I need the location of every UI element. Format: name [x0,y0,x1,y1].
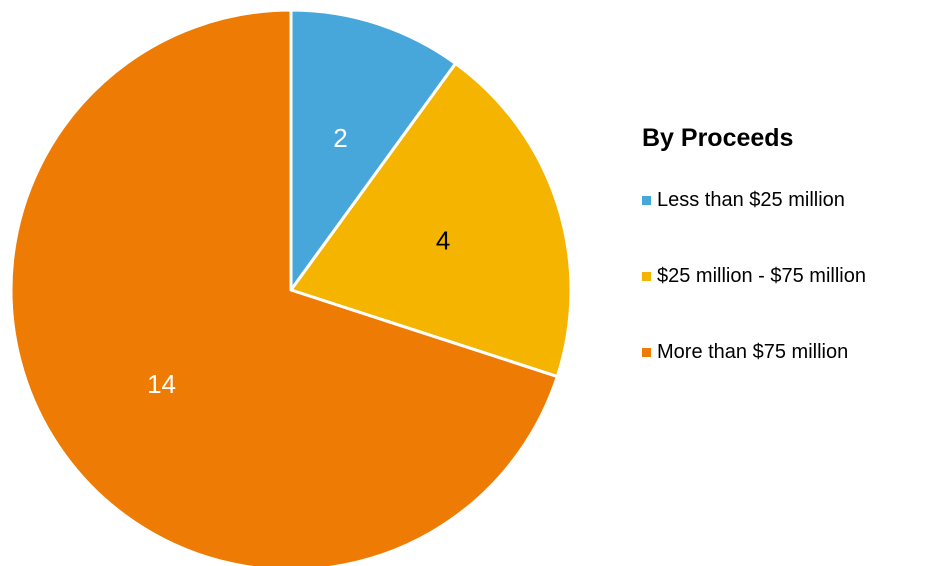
pie-slices [9,8,573,566]
legend-item-less-than-25m: Less than $25 million [642,181,942,219]
pie-slice-0 [289,8,458,292]
legend-item-25m-to-75m: $25 million - $75 million [642,257,942,295]
pie-data-label-2: 14 [147,369,176,399]
legend-title: By Proceeds [642,124,794,152]
legend-label: Less than $25 million [657,188,845,211]
pie-slice-2 [9,8,559,566]
legend-swatch [642,271,651,281]
legend-item-more-than-75m: More than $75 million [642,333,942,371]
legend-swatch [642,347,651,357]
pie-data-label-1: 4 [436,226,450,256]
pie-slice-1 [289,61,573,379]
pie-data-label-0: 2 [333,123,347,153]
legend-swatch [642,195,651,205]
legend: By Proceeds Less than $25 million $25 mi… [642,118,942,371]
legend-label: $25 million - $75 million [657,264,866,287]
legend-label: More than $75 million [657,340,849,363]
pie-data-labels: 2 4 14 [147,123,450,399]
